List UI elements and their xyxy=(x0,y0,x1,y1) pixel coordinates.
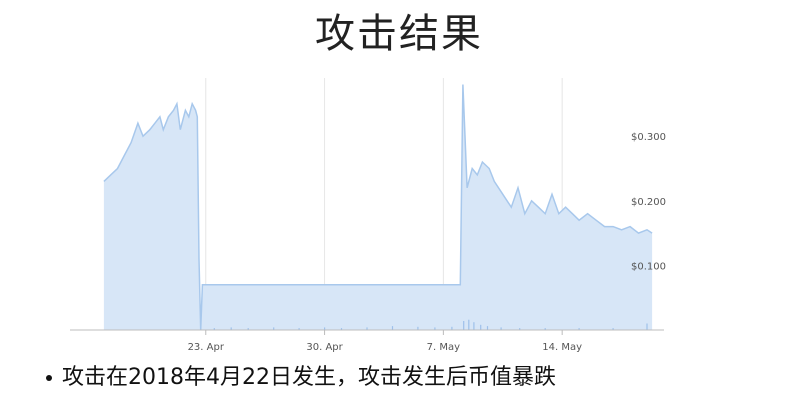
y-tick-label: $0.100 xyxy=(631,261,666,272)
price-line xyxy=(103,84,653,331)
x-tick-label: 23. Apr xyxy=(188,342,225,353)
x-tick-label: 30. Apr xyxy=(306,342,343,353)
bullet-text: 攻击在2018年4月22日发生，攻击发生后币值暴跌 xyxy=(62,365,556,390)
x-tick-label: 14. May xyxy=(542,342,582,353)
volume-bar xyxy=(473,322,475,330)
volume-bar xyxy=(213,328,215,330)
volume-bar xyxy=(434,327,436,330)
volume-bar xyxy=(463,321,465,330)
bullet-dot-icon xyxy=(46,375,52,381)
price-area xyxy=(103,84,653,330)
volume-bars xyxy=(213,319,648,330)
volume-bar xyxy=(298,328,300,330)
volume-bar xyxy=(578,328,580,330)
y-tick-label: $0.300 xyxy=(631,132,666,143)
volume-bar xyxy=(324,327,326,330)
volume-bar xyxy=(519,328,521,330)
volume-bar xyxy=(544,328,546,330)
x-axis-ticks: 23. Apr 30. Apr 7. May 14. May xyxy=(188,330,582,353)
volume-bar xyxy=(500,327,502,330)
bullet-point: 攻击在2018年4月22日发生，攻击发生后币值暴跌 xyxy=(46,364,556,392)
x-tick-label: 7. May xyxy=(427,342,460,353)
slide-title: 攻击结果 xyxy=(315,11,483,57)
volume-bar xyxy=(646,323,648,330)
volume-bar xyxy=(391,326,394,330)
volume-bar xyxy=(480,324,482,330)
y-axis-ticks: $0.100 $0.200 $0.300 xyxy=(631,132,666,272)
volume-bar xyxy=(273,327,275,330)
volume-bar xyxy=(247,328,249,330)
volume-bar xyxy=(230,327,232,330)
volume-bar xyxy=(612,328,614,330)
volume-bar xyxy=(468,319,470,330)
y-tick-label: $0.200 xyxy=(631,197,666,208)
volume-bar xyxy=(486,326,489,330)
volume-bar xyxy=(340,328,343,330)
volume-bar xyxy=(417,326,419,330)
volume-bar xyxy=(451,326,453,330)
volume-bar xyxy=(366,327,368,330)
